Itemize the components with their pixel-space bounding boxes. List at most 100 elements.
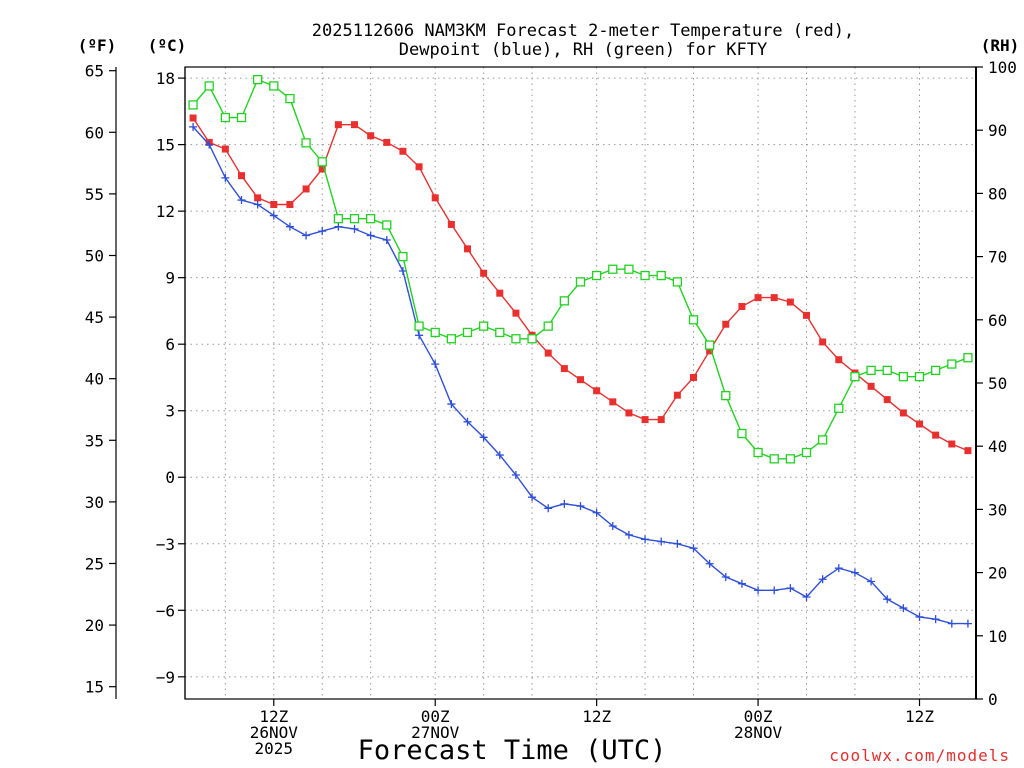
temperature-series (189, 114, 972, 455)
dewpoint-point (915, 612, 924, 621)
fahrenheit-tick-label: 20 (85, 616, 104, 635)
temperature-point (383, 138, 391, 146)
rh-point (285, 93, 295, 104)
series-rh-line (192, 78, 969, 460)
x-tick-label: 26NOV (250, 723, 299, 742)
temperature-point (835, 356, 843, 364)
temperature-point (431, 194, 439, 202)
celsius-unit-label: (ºC) (148, 36, 187, 55)
temperature-point (189, 114, 197, 122)
dewpoint-point (963, 619, 972, 628)
temperature-point (560, 365, 568, 373)
dewpoint-point (205, 140, 214, 149)
temperature-point (221, 145, 229, 153)
dewpoint-point (673, 539, 682, 548)
rh-point (850, 372, 860, 382)
dewpoint-point (641, 535, 650, 544)
temperature-point (270, 200, 278, 208)
celsius-tick-label: −3 (156, 535, 175, 554)
dewpoint-point (528, 493, 537, 502)
rh-point (591, 270, 602, 281)
temperature-point (899, 409, 907, 417)
rh-point (947, 359, 957, 369)
rh-point (188, 100, 198, 110)
rh-tick-label: 20 (988, 564, 1007, 583)
temperature-point (609, 398, 617, 406)
rh-point (688, 315, 699, 325)
temperature-point (464, 245, 471, 253)
rh-tick-label: 100 (988, 58, 1017, 77)
temperature-point (819, 338, 827, 346)
rh-point (575, 277, 586, 287)
dewpoint-point (334, 222, 343, 231)
rh-point (527, 334, 537, 344)
rh-point (898, 372, 909, 382)
temperature-point (447, 220, 455, 228)
rh-point (963, 353, 973, 363)
dewpoint-point (382, 235, 391, 244)
dewpoint-point (253, 200, 262, 209)
dewpoint-point (576, 502, 585, 511)
temperature-point (690, 373, 697, 381)
temperature-point (883, 396, 891, 404)
rh-point (866, 365, 876, 376)
rh-point (301, 138, 311, 148)
fahrenheit-tick-label: 50 (85, 246, 104, 265)
dewpoint-point (705, 559, 714, 568)
temperature-point (964, 447, 972, 455)
rh-point (737, 428, 747, 439)
dewpoint-point (189, 122, 198, 131)
rh-tick-label: 0 (988, 690, 998, 709)
rh-point (478, 321, 489, 331)
dewpoint-point (302, 231, 311, 240)
celsius-tick-label: 15 (156, 136, 175, 155)
celsius-tick-label: 0 (165, 468, 175, 487)
dewpoint-point (431, 360, 440, 369)
dewpoint-point (899, 604, 908, 613)
rh-point (349, 214, 360, 224)
celsius-tick-label: 18 (156, 69, 175, 88)
rh-point (753, 447, 763, 458)
fahrenheit-tick-label: 65 (85, 62, 104, 81)
rh-point (269, 81, 279, 91)
dewpoint-series (189, 122, 972, 628)
fahrenheit-tick-label: 55 (85, 185, 104, 204)
celsius-tick-label: 6 (165, 335, 175, 354)
chart-title-line2: Dewpoint (blue), RH (green) for KFTY (399, 40, 767, 60)
temperature-point (916, 420, 923, 428)
rh-tick-label: 30 (988, 500, 1007, 519)
rh-point (801, 447, 812, 458)
temperature-point (786, 298, 794, 306)
rh-point (817, 435, 828, 445)
x-axis-title: Forecast Time (UTC) (358, 735, 667, 766)
temperature-point (738, 302, 746, 310)
temperature-point (415, 163, 423, 171)
rh-tick-label: 50 (988, 374, 1007, 393)
x-tick-label: 2025 (255, 739, 294, 758)
temperature-point (948, 440, 956, 448)
dewpoint-point (754, 586, 763, 595)
dewpoint-point (818, 575, 827, 584)
fahrenheit-tick-label: 35 (85, 431, 104, 450)
rh-unit-label: (RH) (981, 36, 1020, 55)
fahrenheit-tick-label: 60 (85, 123, 104, 142)
temperature-point (334, 121, 342, 129)
x-tick-label: 12Z (582, 707, 611, 726)
dewpoint-point (350, 224, 359, 233)
celsius-tick-label: −9 (156, 668, 175, 687)
rh-point (236, 112, 247, 123)
temperature-point (496, 289, 504, 297)
rh-point (317, 157, 327, 167)
rh-point (220, 112, 231, 123)
x-tick-label: 12Z (905, 707, 934, 726)
temperature-point (577, 376, 584, 384)
chart-title-line1: 2025112606 NAM3KM Forecast 2-meter Tempe… (312, 21, 854, 41)
rh-point (511, 334, 521, 344)
fahrenheit-tick-label: 40 (85, 370, 104, 389)
axis-ticks: 15 20 25 30 35 40 45 50 55 60 65 −9 −6 −3 0 3 6 9 12 15 18 0 1… (85, 58, 1017, 709)
dewpoint-point (560, 499, 569, 508)
rh-tick-label: 40 (988, 437, 1007, 456)
temperature-point (480, 269, 488, 277)
temperature-point (803, 311, 810, 319)
dewpoint-point (237, 196, 246, 205)
